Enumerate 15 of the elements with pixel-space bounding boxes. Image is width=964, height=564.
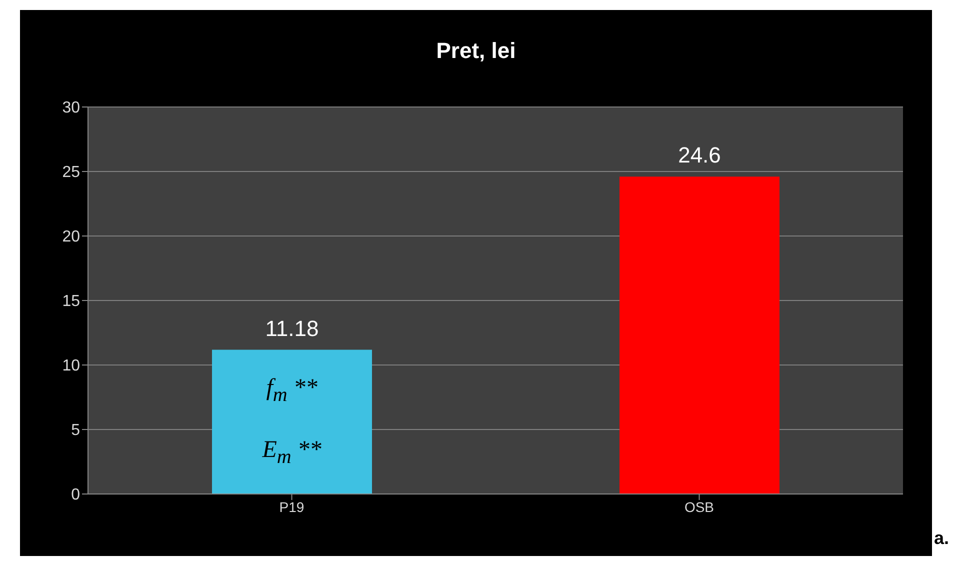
y-tick-label: 30 — [62, 100, 80, 117]
bar-note: f$_{m}$ ** — [265, 374, 318, 408]
data-label: 11.18 — [265, 316, 319, 341]
y-tick-label: 20 — [62, 228, 80, 246]
x-tick-label: P19 — [279, 498, 304, 515]
text: a. — [934, 528, 950, 549]
y-tick-label: 0 — [71, 486, 80, 504]
y-tick-label: 15 — [62, 293, 80, 310]
y-tick-label: 25 — [62, 164, 80, 182]
chart-title: Pret, lei — [435, 38, 517, 64]
x-tick-label: OSB — [684, 498, 714, 515]
data-label: 24.6 — [678, 142, 721, 168]
y-tick-label: 5 — [71, 422, 80, 440]
y-tick-label: 10 — [62, 358, 80, 375]
bar-note: E$_{m}$ ** — [261, 436, 322, 470]
